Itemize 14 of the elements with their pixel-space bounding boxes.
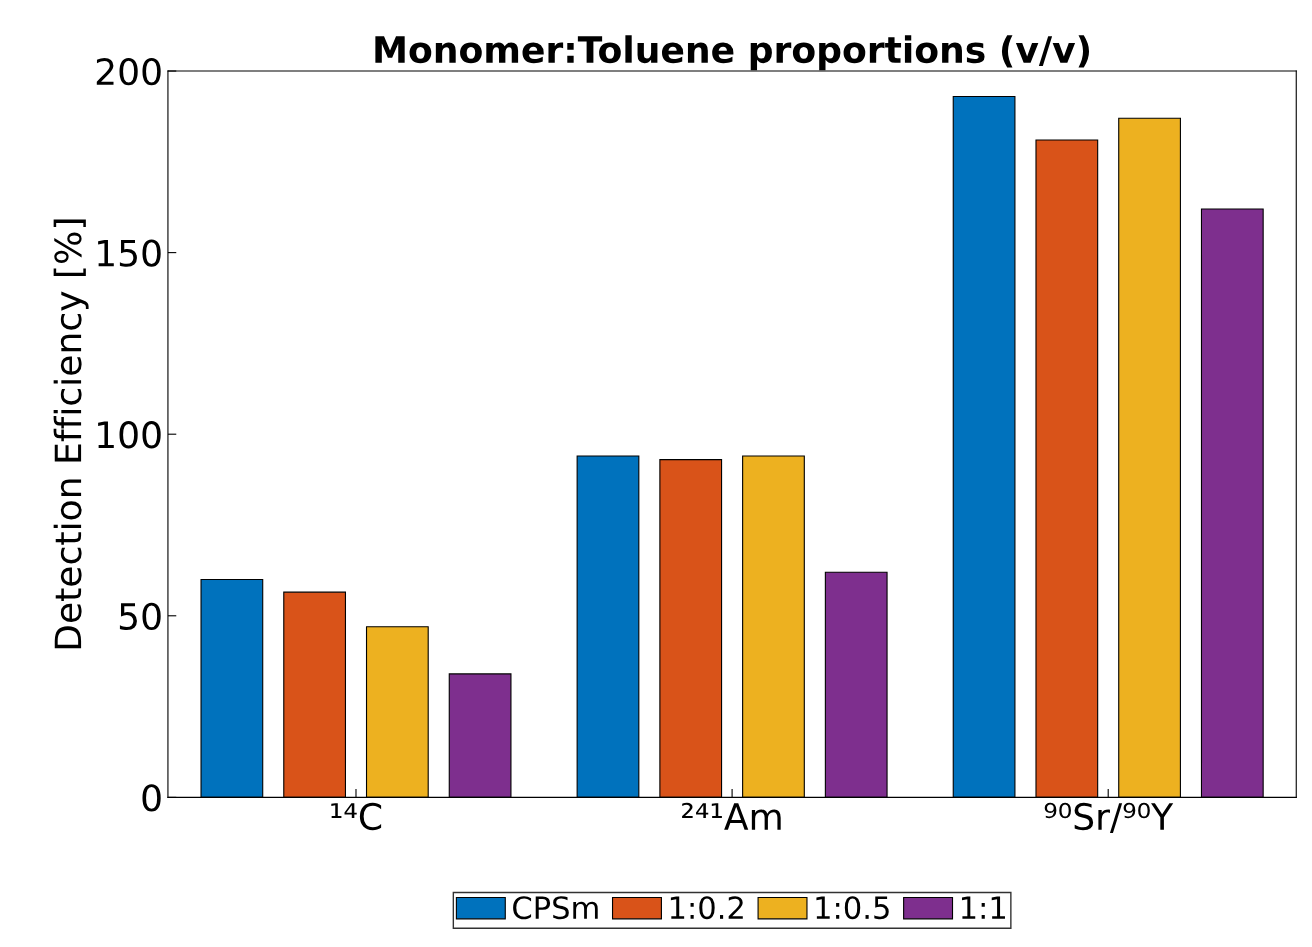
legend-label: 1:0.2 bbox=[670, 896, 743, 920]
x-tick-label: ¹⁴C bbox=[331, 802, 382, 831]
y-tick-label: 100 bbox=[98, 421, 161, 449]
x-tick-label: ⁹⁰Sr/⁹⁰Y bbox=[1044, 802, 1174, 834]
y-axis-title: Detection Efficiency [%] bbox=[53, 219, 89, 649]
x-tick-label: ²⁴¹Am bbox=[682, 802, 781, 830]
legend-label: 1:1 bbox=[961, 896, 1005, 919]
chart-title: Monomer:Toluene proportions (v/v) bbox=[375, 35, 1090, 71]
y-tick-label: 50 bbox=[119, 602, 161, 631]
y-tick-label: 0 bbox=[142, 784, 161, 812]
y-tick-label: 200 bbox=[96, 57, 161, 86]
legend-label: CPSm bbox=[513, 896, 598, 920]
y-tick-label: 150 bbox=[98, 239, 161, 267]
legend-label: 1:0.5 bbox=[816, 896, 889, 920]
